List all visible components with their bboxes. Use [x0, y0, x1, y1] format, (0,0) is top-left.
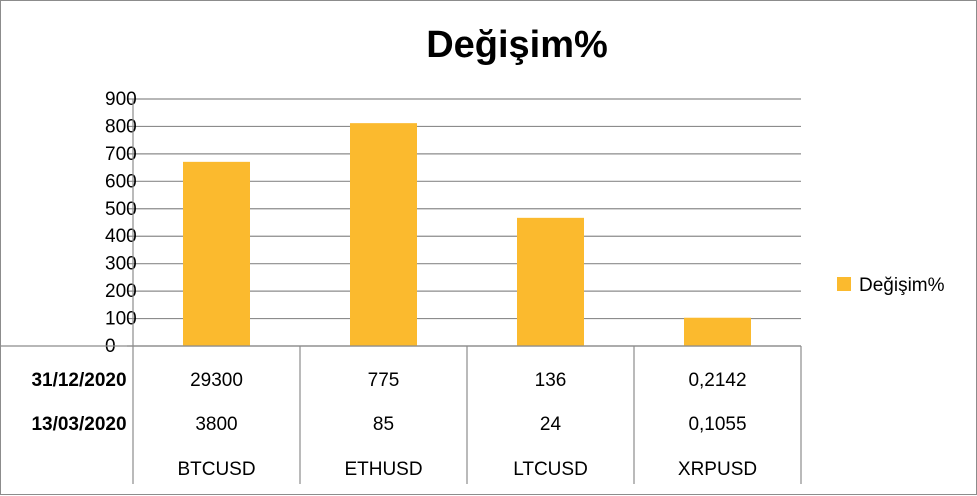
x-category-label: BTCUSD — [177, 459, 255, 480]
legend-label: Değişim% — [859, 275, 945, 296]
table-cell: 29300 — [190, 370, 243, 391]
table-cell: 775 — [368, 370, 400, 391]
table-row-label: 31/12/2020 — [31, 370, 126, 391]
table-cell: 85 — [373, 414, 394, 435]
y-tick-label: 800 — [105, 116, 137, 137]
y-tick-label: 300 — [105, 254, 137, 275]
table-cell: 24 — [540, 414, 562, 435]
y-tick-label: 100 — [105, 309, 137, 330]
x-category-label: ETHUSD — [344, 459, 422, 480]
y-tick-label: 700 — [105, 144, 137, 165]
table-row-label: 13/03/2020 — [31, 414, 126, 435]
y-tick-label: 500 — [105, 199, 137, 220]
y-tick-label: 400 — [105, 226, 137, 247]
bar-ltcusd — [517, 217, 584, 346]
table-cell: 0,2142 — [688, 370, 746, 391]
data-table: 31/12/2020 29300 775 136 0,2142 13/03/2020 380… — [1, 345, 802, 484]
table-cell: 0,1055 — [688, 414, 746, 435]
legend-swatch — [837, 277, 851, 291]
x-category-label: XRPUSD — [678, 459, 757, 480]
bar-xrpusd — [684, 317, 751, 346]
bars — [183, 123, 751, 346]
table-cell: 136 — [535, 370, 567, 391]
y-tick-label: 900 — [105, 89, 137, 110]
bar-ethusd — [350, 123, 417, 346]
bar-btcusd — [183, 161, 250, 346]
table-cell: 3800 — [195, 414, 237, 435]
legend: Değişim% — [837, 275, 945, 296]
y-tick-label: 600 — [105, 171, 137, 192]
x-category-label: LTCUSD — [513, 459, 588, 480]
chart-title: Değişim% — [426, 24, 608, 66]
y-tick-label: 200 — [105, 281, 137, 302]
